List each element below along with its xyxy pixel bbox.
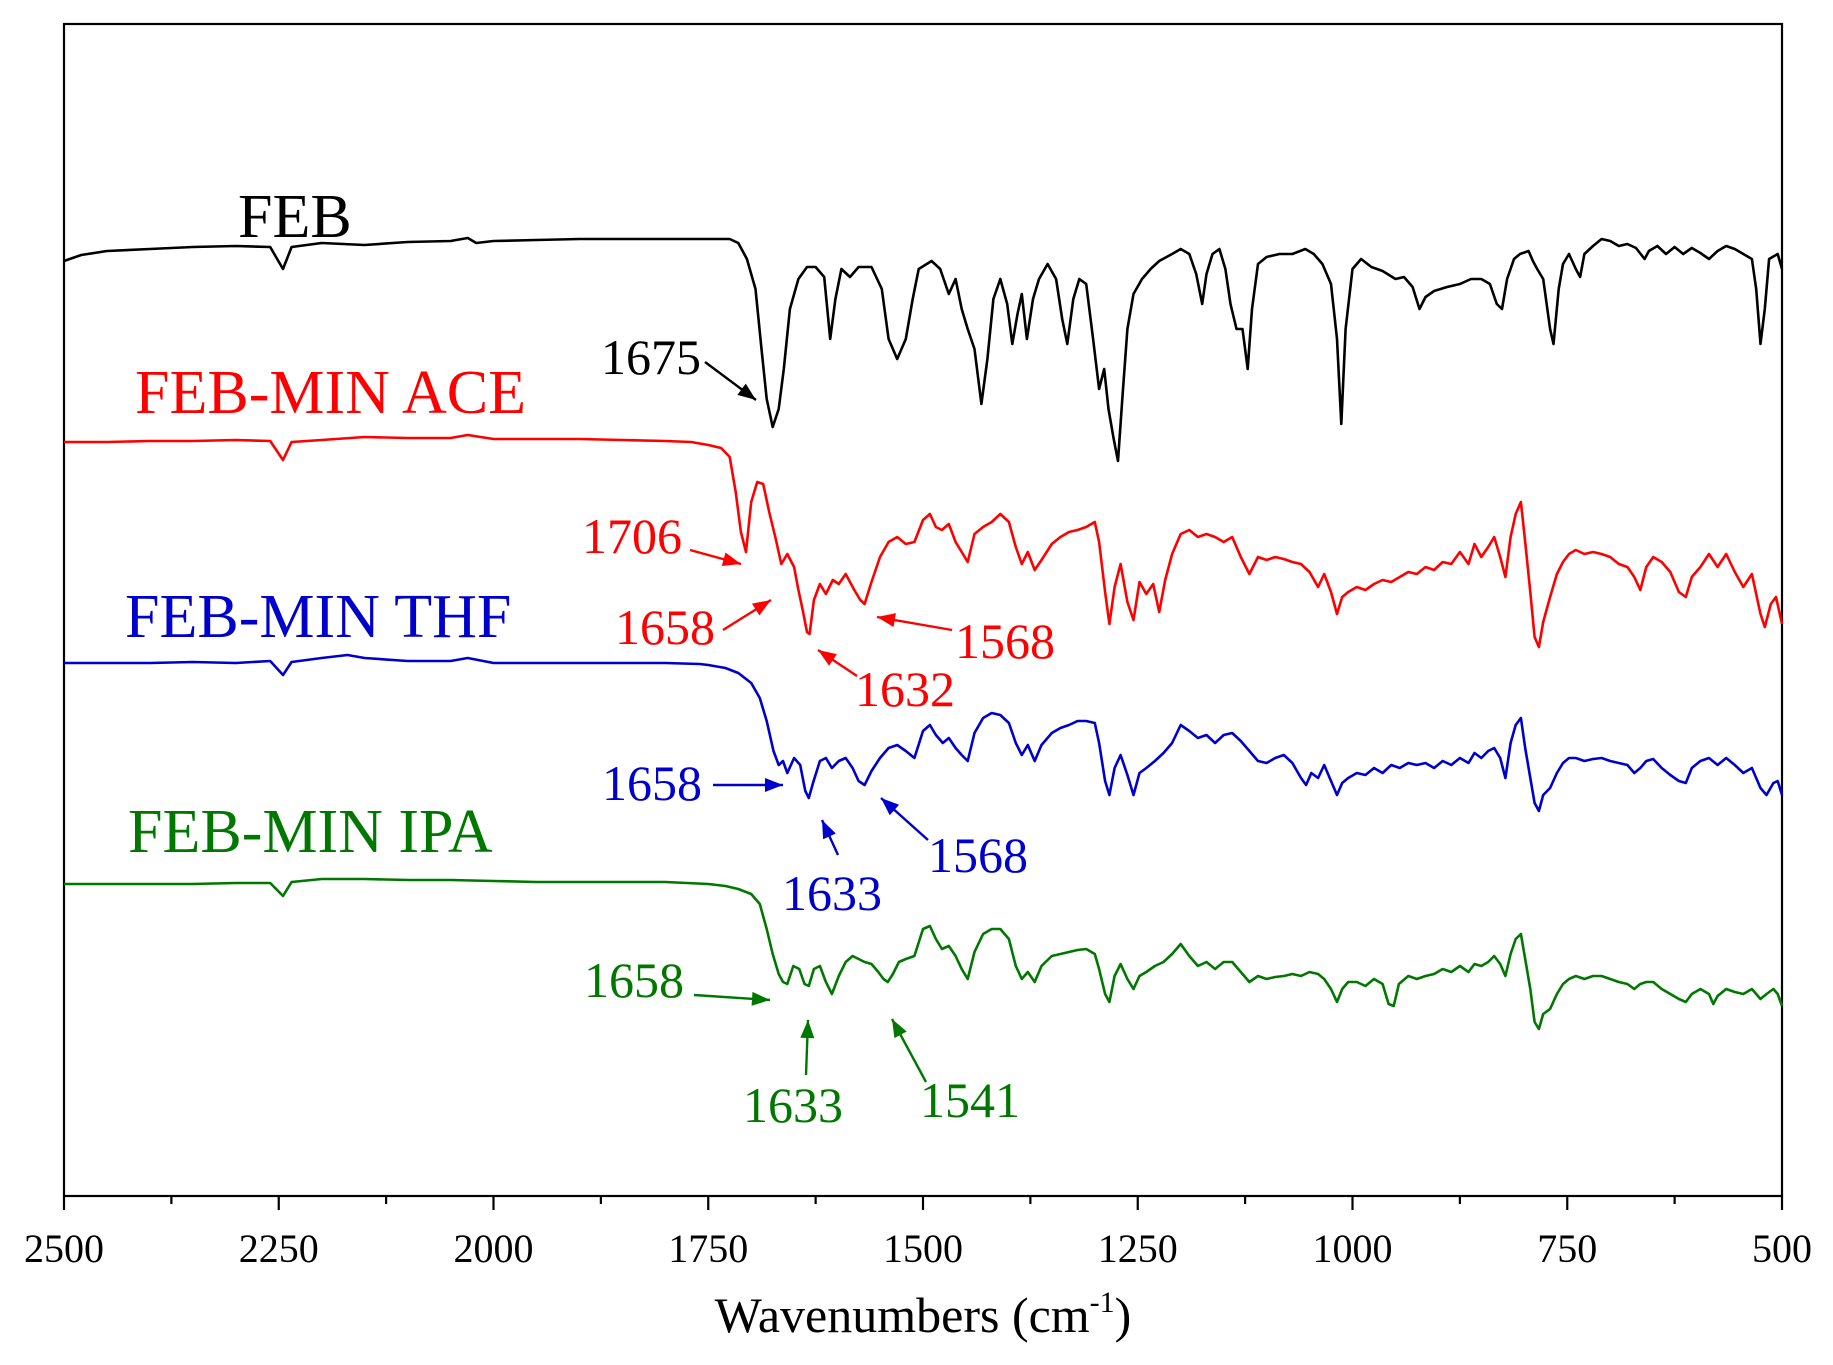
series-line-feb-min-ipa bbox=[64, 877, 1784, 1031]
arrowhead bbox=[877, 613, 896, 627]
arrowhead bbox=[721, 552, 741, 566]
series-line-feb-min-ace bbox=[64, 433, 1784, 649]
arrowhead bbox=[881, 798, 900, 816]
peak-label: 1658 bbox=[602, 755, 702, 811]
series-line-feb-min-thf bbox=[64, 653, 1784, 813]
arrowhead bbox=[737, 383, 756, 400]
peak-label: 1675 bbox=[601, 329, 701, 385]
x-tick-label: 1750 bbox=[668, 1226, 748, 1271]
x-axis-title-main: Wavenumbers (cm bbox=[715, 1287, 1090, 1343]
x-tick-label: 2500 bbox=[24, 1226, 104, 1271]
arrowhead bbox=[751, 991, 770, 1006]
x-tick-label: 500 bbox=[1752, 1226, 1812, 1271]
arrowhead bbox=[752, 600, 771, 616]
arrowhead bbox=[765, 778, 783, 792]
arrowhead bbox=[818, 650, 837, 666]
x-tick-label: 1500 bbox=[883, 1226, 963, 1271]
series-label-feb-min-ipa: FEB-MIN IPA bbox=[128, 798, 493, 866]
arrowhead bbox=[800, 1020, 815, 1039]
peak-label: 1658 bbox=[584, 952, 684, 1008]
x-tick-label: 1250 bbox=[1098, 1226, 1178, 1271]
series-label-feb: FEB bbox=[238, 183, 352, 251]
x-axis-title: Wavenumbers (cm-1) bbox=[715, 1286, 1132, 1343]
x-axis-title-suffix: ) bbox=[1115, 1287, 1132, 1343]
x-axis-tick-labels: 2500 2250 2000 1750 1500 1250 1000 750 500 bbox=[24, 1226, 1812, 1271]
peak-label: 1568 bbox=[928, 827, 1028, 883]
peak-label: 1633 bbox=[782, 865, 882, 921]
x-tick-label: 750 bbox=[1537, 1226, 1597, 1271]
peak-label: 1658 bbox=[615, 599, 715, 655]
peak-label: 1541 bbox=[920, 1072, 1020, 1128]
arrowhead bbox=[822, 820, 836, 840]
arrowhead bbox=[892, 1019, 907, 1039]
x-tick-label: 1000 bbox=[1313, 1226, 1393, 1271]
series-label-feb-min-ace: FEB-MIN ACE bbox=[135, 359, 526, 427]
x-axis-title-superscript: -1 bbox=[1090, 1286, 1115, 1319]
x-tick-label: 2000 bbox=[454, 1226, 534, 1271]
x-tick-label: 2250 bbox=[239, 1226, 319, 1271]
series-line-feb bbox=[63, 236, 1784, 463]
peak-annotations: 1675 1706 1658 1632 1568 1658 1633 1568 … bbox=[582, 329, 1055, 1133]
series-label-feb-min-thf: FEB-MIN THF bbox=[125, 583, 511, 651]
peak-label: 1633 bbox=[743, 1077, 843, 1133]
peak-label: 1568 bbox=[955, 613, 1055, 669]
spectra-traces bbox=[63, 236, 1784, 1031]
peak-label: 1706 bbox=[582, 508, 682, 564]
peak-label: 1632 bbox=[855, 661, 955, 717]
x-axis-ticks bbox=[62, 1196, 1784, 1210]
